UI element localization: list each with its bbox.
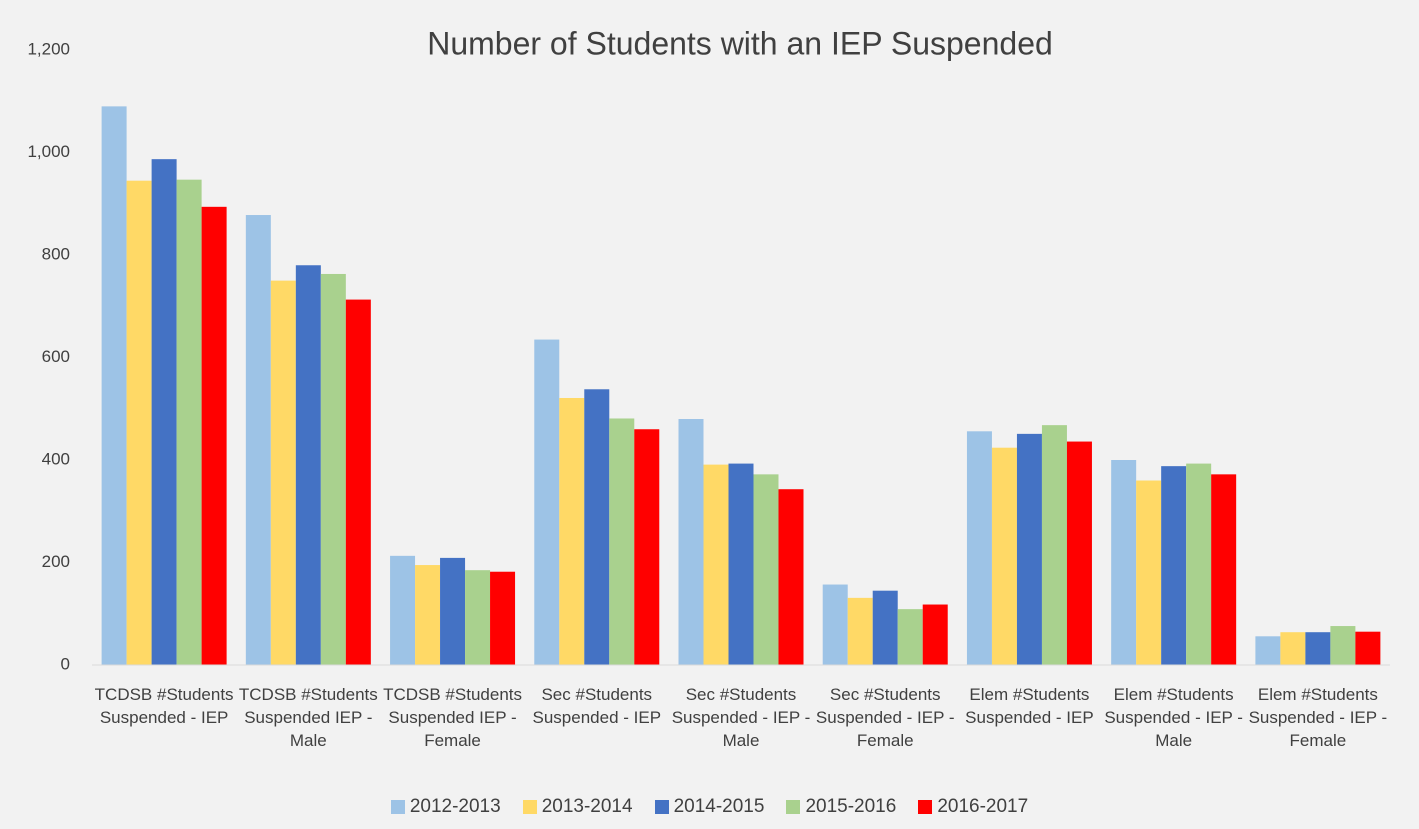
bar [126, 180, 152, 665]
bar [559, 397, 585, 665]
bar [1280, 632, 1306, 665]
bar [678, 419, 704, 665]
bar [490, 571, 516, 665]
bar [1016, 433, 1042, 665]
legend-swatch [654, 800, 669, 814]
y-tick-label: 800 [42, 244, 70, 263]
legend-swatch [390, 800, 405, 814]
x-tick-label: Sec #Students Suspended - IEP [532, 685, 662, 727]
bar [101, 106, 127, 665]
y-tick-label: 0 [61, 654, 70, 673]
bar [534, 339, 560, 665]
bar [1355, 631, 1381, 665]
y-tick-label: 200 [42, 552, 70, 571]
bar [201, 206, 227, 665]
legend-item: 2015-2016 [786, 796, 896, 818]
bar [897, 609, 923, 665]
x-tick-label: Elem #Students Suspended - IEP - Female [1248, 685, 1388, 750]
bar [1041, 425, 1067, 665]
legend-label: 2012-2013 [409, 796, 501, 817]
legend-label: 2015-2016 [805, 796, 897, 817]
bar [966, 431, 992, 665]
legend-label: 2013-2014 [541, 796, 633, 817]
legend-item: 2012-2013 [390, 796, 501, 818]
x-tick-label: Elem #Students Suspended - IEP - Male [1104, 685, 1243, 750]
y-tick-label: 1,000 [27, 142, 70, 161]
chart-title: Number of Students with an IEP Suspended [427, 25, 1053, 61]
y-tick-label: 600 [42, 347, 70, 366]
bar [465, 570, 491, 665]
bar [922, 604, 948, 665]
bar [1211, 474, 1237, 665]
bar [176, 179, 202, 665]
legend-swatch [786, 800, 801, 814]
bar [1305, 632, 1331, 665]
bar [609, 418, 635, 665]
bar [440, 557, 466, 665]
legend-label: 2016-2017 [937, 796, 1029, 817]
bar [872, 590, 898, 665]
legend-item: 2013-2014 [522, 796, 633, 818]
x-tick-label: Sec #Students Suspended - IEP - Male [671, 685, 811, 750]
bar [703, 464, 729, 665]
legend-label: 2014-2015 [673, 796, 765, 817]
bar [270, 280, 296, 665]
bar [847, 597, 873, 665]
bar [1186, 463, 1212, 665]
bar [1255, 636, 1281, 665]
bar [415, 565, 441, 665]
bar [778, 489, 804, 665]
legend-item: 2014-2015 [654, 796, 765, 818]
bar [634, 429, 660, 665]
bar [822, 584, 848, 665]
bar [584, 389, 610, 665]
bar [1066, 441, 1092, 665]
x-tick-label: Elem #Students Suspended - IEP [965, 685, 1094, 727]
bar [345, 299, 371, 665]
bar [320, 273, 346, 665]
legend-swatch [522, 800, 537, 814]
bar [1161, 466, 1187, 665]
bar [1330, 626, 1356, 665]
x-tick-label: TCDSB #Students Suspended IEP - Female [383, 685, 522, 750]
x-tick-label: TCDSB #Students Suspended IEP - Male [238, 685, 378, 750]
legend: 2012-2013 2013-2014 2014-2015 2015-2016 2016… [0, 796, 1419, 818]
bar [753, 474, 779, 665]
bar [1111, 460, 1137, 665]
bar [390, 555, 416, 665]
bar [295, 265, 321, 665]
y-tick-label: 400 [42, 449, 70, 468]
x-tick-label: Sec #Students Suspended - IEP - Female [815, 685, 955, 750]
bar [245, 215, 271, 665]
y-tick-label: 1,200 [27, 39, 70, 58]
bar [1136, 480, 1162, 665]
bar [991, 447, 1017, 665]
bar [151, 159, 177, 665]
legend-item: 2016-2017 [918, 796, 1028, 818]
bar [728, 463, 754, 665]
legend-swatch [918, 800, 933, 814]
x-tick-label: TCDSB #Students Suspended - IEP [94, 685, 234, 727]
